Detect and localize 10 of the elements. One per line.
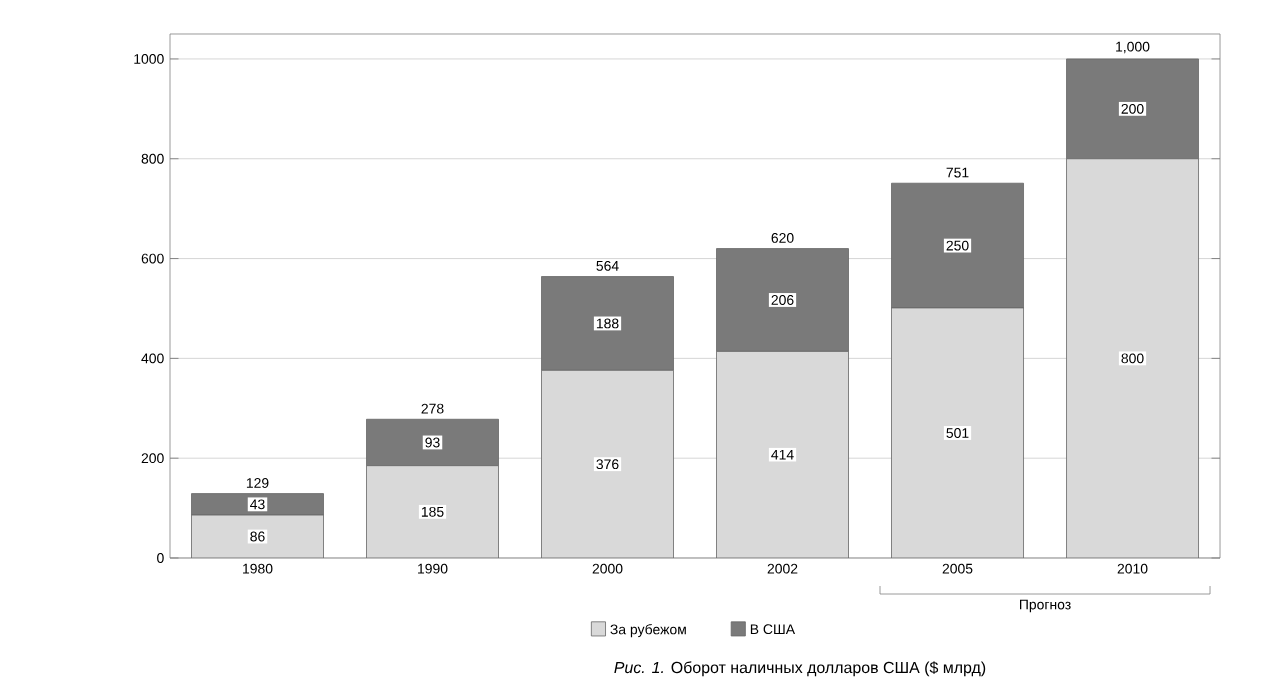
- bar: [366, 418, 499, 467]
- bar: [716, 248, 849, 352]
- bar: [191, 514, 324, 558]
- bar: [1066, 158, 1199, 558]
- bar: [366, 465, 499, 558]
- bar: [891, 307, 1024, 558]
- bar: [541, 276, 674, 371]
- bar: [541, 369, 674, 558]
- bar: [891, 182, 1024, 309]
- bar: [716, 350, 849, 558]
